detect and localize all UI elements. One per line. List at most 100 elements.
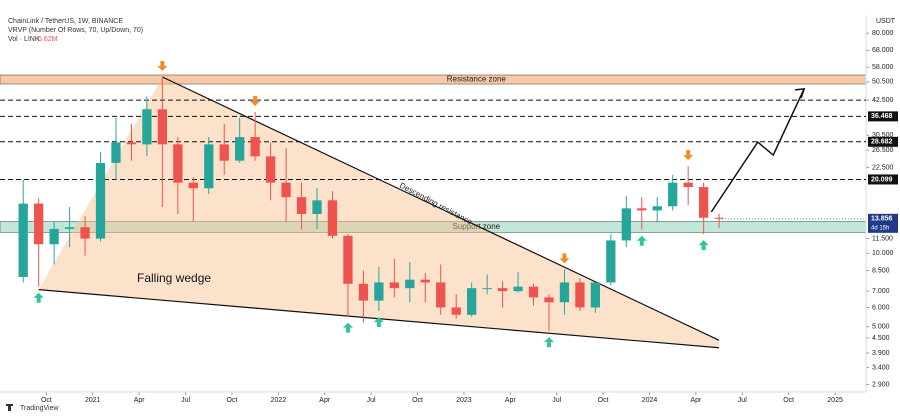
trough-arrow [342, 322, 353, 333]
x-tick-label: 2024 [642, 397, 658, 404]
indicator: VRVP (Number Of Rows, 70, Up/Down, 70) [8, 27, 143, 34]
volume-value: 6.62M [38, 36, 58, 43]
candle-body [157, 109, 168, 145]
y-tick-label: 22.500 [872, 164, 894, 171]
candle-body [420, 279, 430, 283]
candle-body [513, 286, 523, 292]
y-tick-label: 8.500 [872, 267, 890, 274]
countdown: 4d 15h [871, 225, 889, 231]
candle-body [637, 208, 647, 211]
x-tick-label: Apr [690, 397, 702, 404]
y-tick-label: 7.000 [872, 288, 890, 295]
level-box [868, 136, 898, 147]
x-tick-label: Oct [41, 397, 52, 404]
y-tick-label: 68.000 [872, 47, 894, 54]
y-tick-label: 10.000 [872, 250, 894, 257]
candle-body [358, 283, 369, 301]
candle-body [34, 203, 44, 245]
candle-body [528, 286, 539, 298]
zone-label: Resistance zone [447, 75, 507, 84]
x-tick-label: 2021 [85, 397, 101, 404]
brand: TradingView [20, 405, 59, 412]
candle-body [235, 137, 245, 161]
candle-body [451, 307, 461, 315]
level-box [868, 111, 898, 122]
currency: USDT [876, 18, 896, 25]
trough-arrow [33, 292, 44, 303]
candle-body [265, 156, 276, 183]
y-tick-label: 50.500 [872, 79, 894, 86]
projection-head [795, 87, 806, 99]
candle-body [281, 182, 291, 198]
candle-body [606, 240, 616, 283]
y-tick-label: 30.500 [872, 132, 894, 139]
last-price-label: 13.856 [871, 216, 893, 223]
x-tick-label: Oct [227, 397, 238, 404]
candle-body [327, 200, 338, 236]
candle-body [544, 297, 554, 303]
candle-body [250, 137, 260, 157]
candle-body [111, 142, 121, 163]
zone-label: Support zone [453, 222, 501, 231]
candle-body [590, 282, 601, 308]
level-box [868, 174, 898, 185]
candle-body [668, 182, 678, 207]
candle-body [698, 187, 709, 218]
zone [0, 74, 867, 85]
candle-body [95, 162, 106, 239]
candle-body [173, 144, 183, 183]
x-tick-label: 2025 [827, 397, 843, 404]
candle-body [64, 227, 75, 229]
candle-body [126, 142, 137, 145]
y-tick-label: 58.000 [872, 64, 894, 71]
candle-body [714, 217, 724, 219]
candle-body [575, 282, 585, 308]
candle-body [296, 197, 307, 215]
candle-body [374, 282, 384, 301]
x-tick-label: 2022 [271, 397, 287, 404]
trough-arrow [698, 240, 709, 251]
x-tick-label: Oct [783, 397, 794, 404]
level-label: 20.099 [871, 176, 893, 183]
candle-body [436, 282, 446, 308]
projection [710, 88, 805, 213]
candle-body [683, 182, 693, 188]
candle-body [497, 288, 508, 292]
last-price-box [868, 213, 898, 233]
x-tick-label: Apr [134, 397, 146, 404]
x-tick-label: Jul [367, 397, 376, 404]
x-tick-label: Jul [552, 397, 561, 404]
chart-title: ChainLink / TetherUS, 1W, BINANCE [8, 18, 123, 25]
peak-arrow [157, 60, 168, 71]
candle-body [142, 109, 152, 145]
candle-body [204, 144, 214, 189]
candle-body [188, 182, 198, 189]
level-label: 28.682 [871, 139, 893, 146]
peak-arrow [683, 150, 694, 161]
x-tick-label: Apr [505, 397, 517, 404]
x-tick-label: 2023 [456, 397, 472, 404]
x-tick-label: Oct [598, 397, 609, 404]
x-tick-label: Oct [412, 397, 423, 404]
candle-body [482, 288, 492, 290]
candle-body [559, 282, 570, 303]
y-tick-label: 26.500 [872, 147, 894, 154]
y-tick-label: 42.500 [872, 97, 894, 104]
candle-body [389, 282, 399, 289]
candle-body [219, 144, 229, 161]
wedge-label: Falling wedge [137, 271, 211, 285]
candle-body [652, 206, 662, 211]
level-label: 36.468 [871, 113, 893, 120]
peak-arrow [559, 253, 570, 264]
y-tick-label: 5.000 [872, 324, 890, 331]
x-tick-label: Apr [319, 397, 331, 404]
trough-arrow [373, 317, 384, 328]
y-tick-label: 11.500 [872, 235, 893, 242]
candle-body [621, 208, 631, 241]
y-tick-label: 3.400 [872, 364, 890, 371]
candle-body [49, 228, 59, 245]
candle-body [343, 235, 353, 284]
y-tick-label: 80.000 [872, 30, 894, 37]
candle-body [467, 288, 477, 315]
